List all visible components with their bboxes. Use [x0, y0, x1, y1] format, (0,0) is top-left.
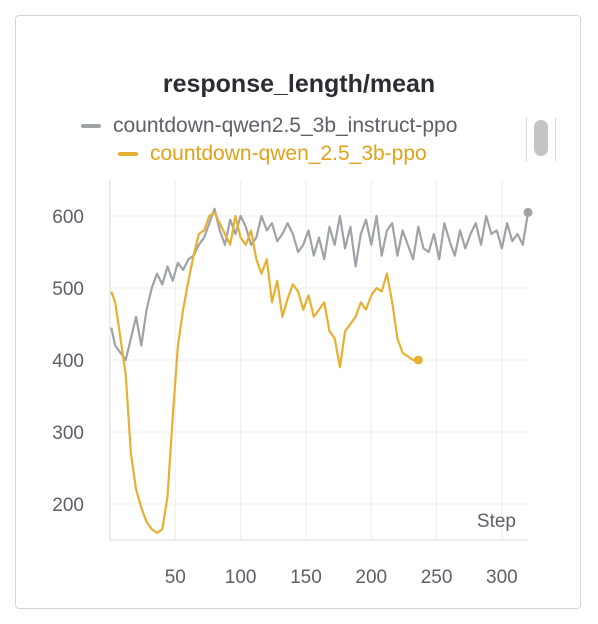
legend-scrollbar[interactable] [526, 117, 556, 161]
y-axis-ticks: 200 300 400 500 600 [52, 207, 84, 516]
x-tick-label: 200 [355, 567, 387, 588]
x-axis-ticks: 50 100 150 200 250 300 [165, 567, 518, 588]
y-tick-label: 400 [52, 351, 84, 372]
legend-swatch-instruct [81, 124, 101, 129]
chart-panel [15, 15, 581, 609]
legend-label-instruct: countdown-qwen2.5_3b_instruct-ppo [113, 114, 458, 137]
x-tick-label: 50 [165, 567, 186, 588]
x-tick-label: 100 [225, 567, 257, 588]
y-tick-label: 500 [52, 279, 84, 300]
y-tick-label: 600 [52, 207, 84, 228]
x-tick-label: 150 [290, 567, 322, 588]
series-end-point-1 [413, 355, 423, 365]
series-lines [110, 207, 533, 534]
legend-item-base[interactable]: countdown-qwen_2.5_3b-ppo [118, 142, 427, 166]
grid-lines [110, 180, 528, 540]
legend-item-instruct[interactable]: countdown-qwen2.5_3b_instruct-ppo [81, 114, 457, 138]
series-line-0[interactable] [110, 207, 530, 362]
legend-scroll-thumb[interactable] [534, 120, 548, 156]
y-tick-label: 200 [52, 495, 84, 516]
x-tick-label: 250 [421, 567, 453, 588]
legend-swatch-base [118, 152, 138, 157]
chart-title: response_length/mean [162, 70, 436, 98]
series-end-point-0 [523, 207, 533, 217]
x-tick-label: 300 [486, 567, 518, 588]
y-tick-label: 300 [52, 423, 84, 444]
x-axis-label: Step [477, 511, 516, 532]
series-line-1[interactable] [110, 211, 419, 534]
legend-label-base: countdown-qwen_2.5_3b-ppo [150, 142, 427, 165]
